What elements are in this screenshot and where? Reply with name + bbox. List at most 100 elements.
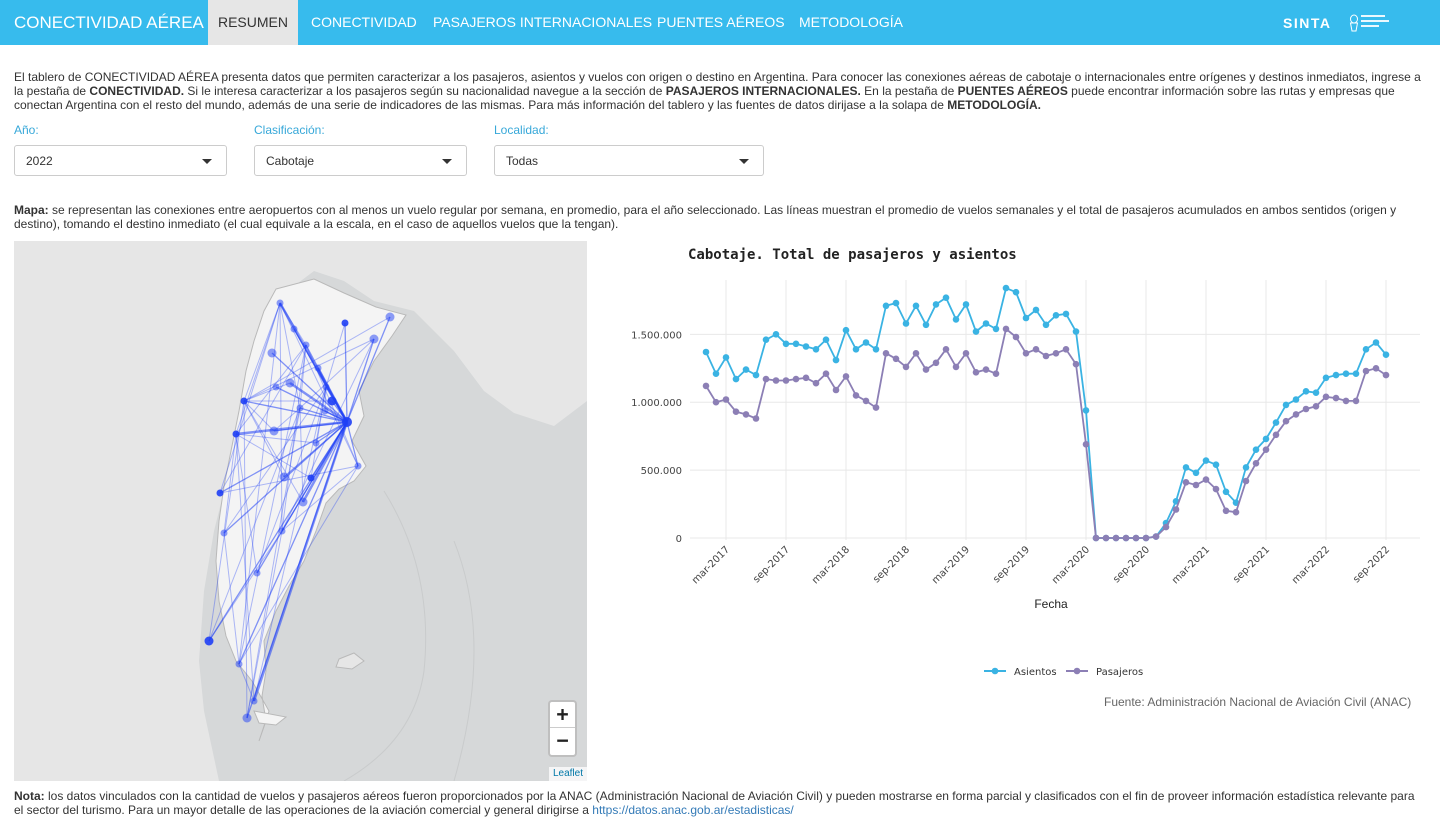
map-desc-text: se representan las conexiones entre aero… — [14, 203, 1397, 231]
data-source: Fuente: Administración Nacional de Aviac… — [1104, 695, 1412, 709]
airport-marker[interactable] — [314, 364, 322, 372]
airport-marker[interactable] — [342, 417, 352, 427]
data-point — [882, 350, 890, 357]
data-point — [1052, 350, 1060, 357]
airport-marker[interactable] — [272, 383, 280, 391]
route-line — [316, 367, 349, 423]
data-point — [1382, 351, 1390, 358]
data-point — [1132, 534, 1140, 542]
airport-marker[interactable] — [285, 378, 295, 388]
data-point — [782, 340, 790, 348]
airport-marker[interactable] — [216, 489, 224, 497]
data-point — [1252, 460, 1260, 467]
anio-select[interactable]: 2022 — [14, 145, 227, 176]
airport-marker[interactable] — [296, 404, 304, 412]
airport-marker[interactable] — [220, 529, 228, 537]
tab-resumen[interactable]: RESUMEN — [208, 0, 298, 45]
airport-marker[interactable] — [278, 527, 286, 535]
data-point — [772, 377, 780, 384]
data-point — [1092, 534, 1100, 542]
airport-marker[interactable] — [235, 660, 243, 668]
x-tick-label: mar-2019 — [930, 544, 972, 586]
x-tick-label: mar-2022 — [1290, 544, 1332, 586]
data-point — [972, 328, 980, 335]
data-point — [1032, 306, 1040, 314]
islands — [335, 652, 365, 670]
data-point — [1312, 403, 1320, 410]
zoom-in-button[interactable]: + — [550, 702, 575, 728]
zoom-out-button[interactable]: − — [556, 728, 569, 752]
route-line — [235, 433, 317, 444]
airport-marker[interactable] — [369, 334, 379, 344]
data-point — [1182, 479, 1190, 486]
data-point — [752, 415, 760, 422]
airport-marker[interactable] — [204, 636, 214, 646]
tab-pasajeros-internacionales[interactable]: PASAJEROS INTERNACIONALES — [433, 14, 653, 30]
tab-metodologia[interactable]: METODOLOGÍA — [799, 14, 903, 30]
airport-marker[interactable] — [322, 383, 330, 391]
y-tick-label: 0 — [676, 534, 682, 545]
data-point — [752, 371, 760, 379]
route-line — [208, 400, 245, 642]
anac-link[interactable]: https://datos.anac.gob.ar/estadisticas/ — [592, 803, 794, 817]
data-point — [1242, 464, 1250, 471]
data-point — [932, 359, 940, 367]
airport-marker[interactable] — [276, 299, 284, 307]
route-line — [346, 316, 391, 423]
data-point — [1312, 389, 1320, 396]
airport-marker[interactable] — [253, 569, 261, 577]
airport-marker[interactable] — [240, 397, 248, 405]
leaflet-attribution[interactable]: Leaflet — [548, 767, 587, 781]
ministry-logo-icon — [1349, 13, 1393, 33]
route-line — [324, 386, 327, 412]
data-point — [892, 355, 900, 363]
data-point — [1062, 346, 1070, 353]
route-line — [346, 338, 375, 423]
route-line — [246, 407, 301, 719]
data-point — [1072, 328, 1080, 335]
anio-label: Año: — [14, 123, 39, 137]
airport-marker[interactable] — [267, 348, 277, 358]
airport-marker[interactable] — [279, 472, 289, 482]
route-line — [299, 344, 307, 409]
data-point — [1282, 417, 1290, 425]
airport-marker[interactable] — [327, 396, 337, 406]
route-line — [243, 400, 248, 719]
airport-marker[interactable] — [312, 439, 320, 447]
airport-marker[interactable] — [302, 341, 310, 349]
data-point — [942, 294, 950, 301]
airport-marker[interactable] — [269, 426, 279, 436]
airport-marker[interactable] — [290, 325, 298, 333]
clasificacion-select[interactable]: Cabotaje — [254, 145, 467, 176]
route-line — [279, 302, 283, 532]
airport-marker[interactable] — [321, 407, 329, 415]
tab-puentes-aereos[interactable]: PUENTES AÉREOS — [657, 14, 785, 30]
routes-map[interactable]: + − Leaflet — [14, 241, 587, 781]
data-point — [802, 343, 810, 350]
route-line — [243, 400, 348, 423]
tab-conectividad[interactable]: CONECTIVIDAD — [311, 14, 417, 30]
route-line — [299, 338, 375, 409]
airport-marker[interactable] — [242, 713, 252, 723]
airport-marker[interactable] — [385, 312, 395, 322]
map-canvas[interactable] — [14, 241, 587, 781]
data-point — [1322, 374, 1330, 382]
localidad-select[interactable]: Todas — [494, 145, 764, 176]
airport-marker[interactable] — [354, 462, 362, 470]
data-point — [1332, 394, 1340, 402]
data-point — [782, 377, 790, 384]
route-line — [243, 302, 281, 402]
route-line — [281, 465, 359, 532]
data-point — [1192, 481, 1200, 489]
airport-marker[interactable] — [232, 430, 240, 438]
airport-marker[interactable] — [298, 497, 308, 507]
data-point — [1002, 325, 1010, 333]
data-point — [832, 356, 840, 364]
route-line — [281, 344, 307, 532]
airport-marker[interactable] — [341, 319, 349, 327]
airport-marker[interactable] — [250, 697, 258, 705]
airport-marker[interactable] — [307, 474, 315, 482]
neighbour-land — [14, 241, 587, 781]
app-title[interactable]: CONECTIVIDAD AÉREA — [14, 13, 204, 32]
data-point — [1322, 393, 1330, 401]
